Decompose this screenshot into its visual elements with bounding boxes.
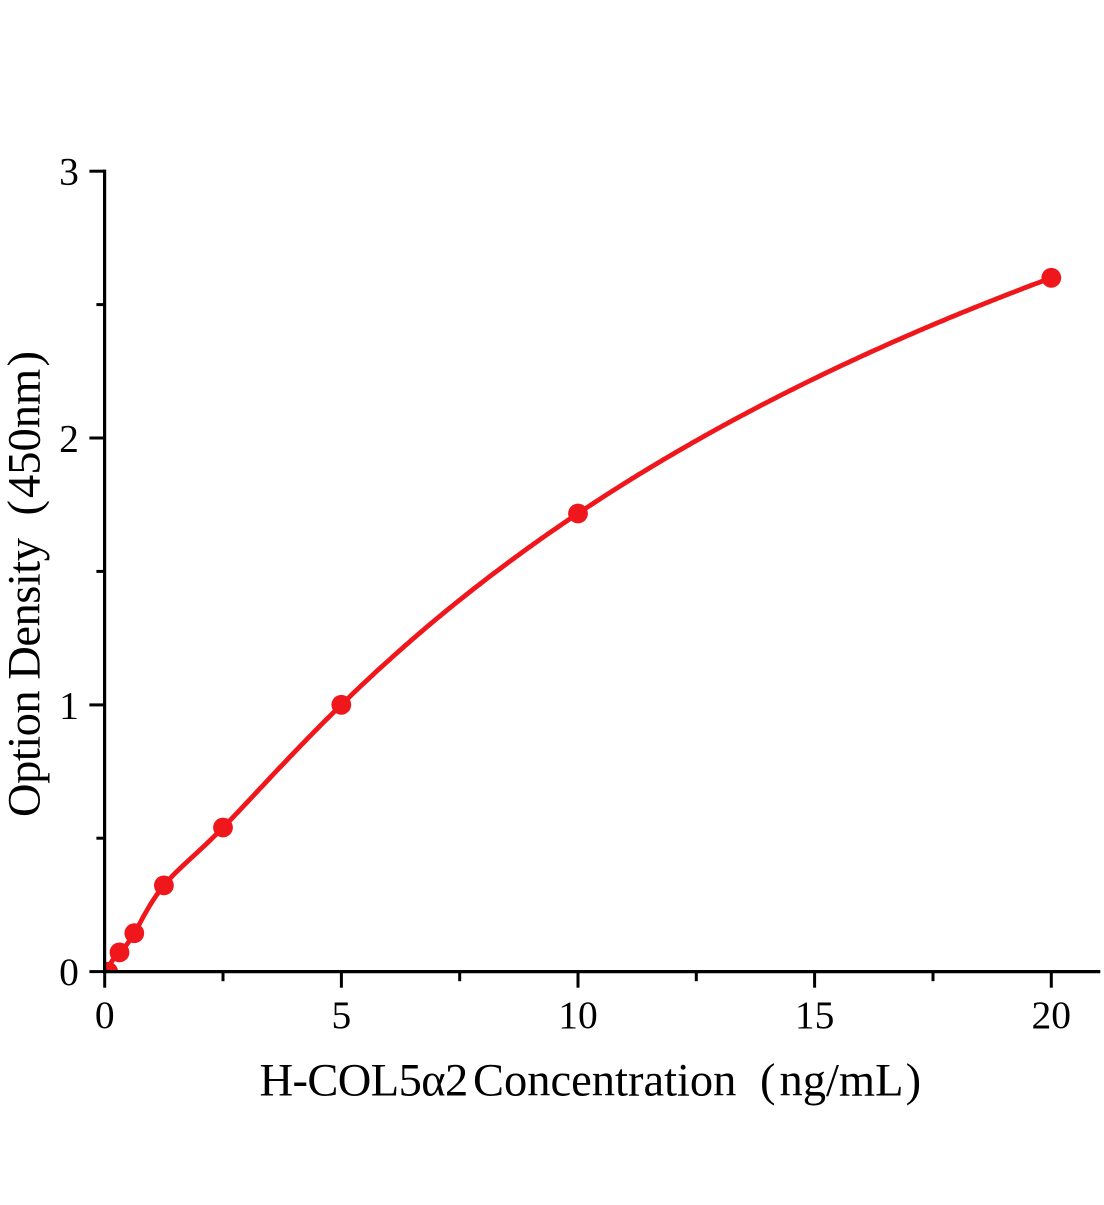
- svg-text:3: 3: [59, 150, 79, 194]
- svg-text:0: 0: [59, 950, 79, 994]
- svg-text:15: 15: [795, 993, 835, 1037]
- svg-text:20: 20: [1032, 993, 1072, 1037]
- svg-text:2: 2: [59, 417, 79, 461]
- svg-text:1: 1: [59, 683, 79, 727]
- svg-text:5: 5: [332, 993, 352, 1037]
- svg-text:Option Density(450nm): Option Density(450nm): [0, 351, 51, 817]
- svg-text:0: 0: [95, 993, 115, 1037]
- svg-text:10: 10: [558, 993, 598, 1037]
